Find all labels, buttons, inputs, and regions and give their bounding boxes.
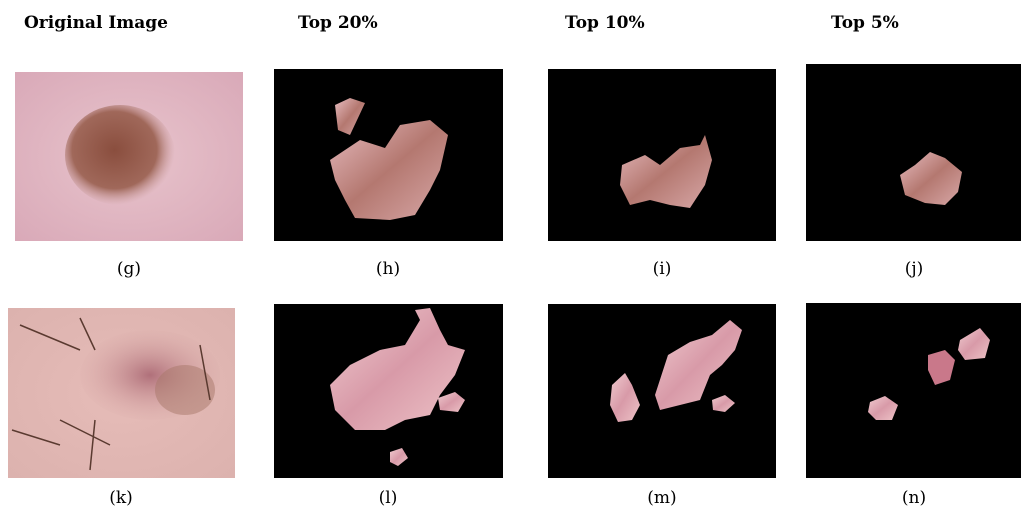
caption: (l) xyxy=(379,488,398,508)
caption: (h) xyxy=(376,259,400,279)
caption: (j) xyxy=(905,259,924,279)
mask-image xyxy=(806,64,1021,241)
column-header: Top 10% xyxy=(565,13,645,33)
column-header: Top 5% xyxy=(831,13,899,33)
caption: (i) xyxy=(653,259,672,279)
original-image xyxy=(8,308,235,478)
figure: Original Image Top 20% Top 10% Top 5% (g… xyxy=(0,0,1021,514)
mask-image xyxy=(274,304,503,478)
mask-image xyxy=(274,69,503,241)
mask-image xyxy=(548,69,776,241)
caption: (n) xyxy=(902,488,926,508)
mask-image xyxy=(548,304,776,478)
caption: (m) xyxy=(647,488,676,508)
caption: (k) xyxy=(109,488,133,508)
mask-image xyxy=(806,303,1021,478)
column-header: Original Image xyxy=(24,13,168,33)
original-image xyxy=(15,72,243,241)
column-header: Top 20% xyxy=(298,13,378,33)
caption: (g) xyxy=(117,259,141,279)
